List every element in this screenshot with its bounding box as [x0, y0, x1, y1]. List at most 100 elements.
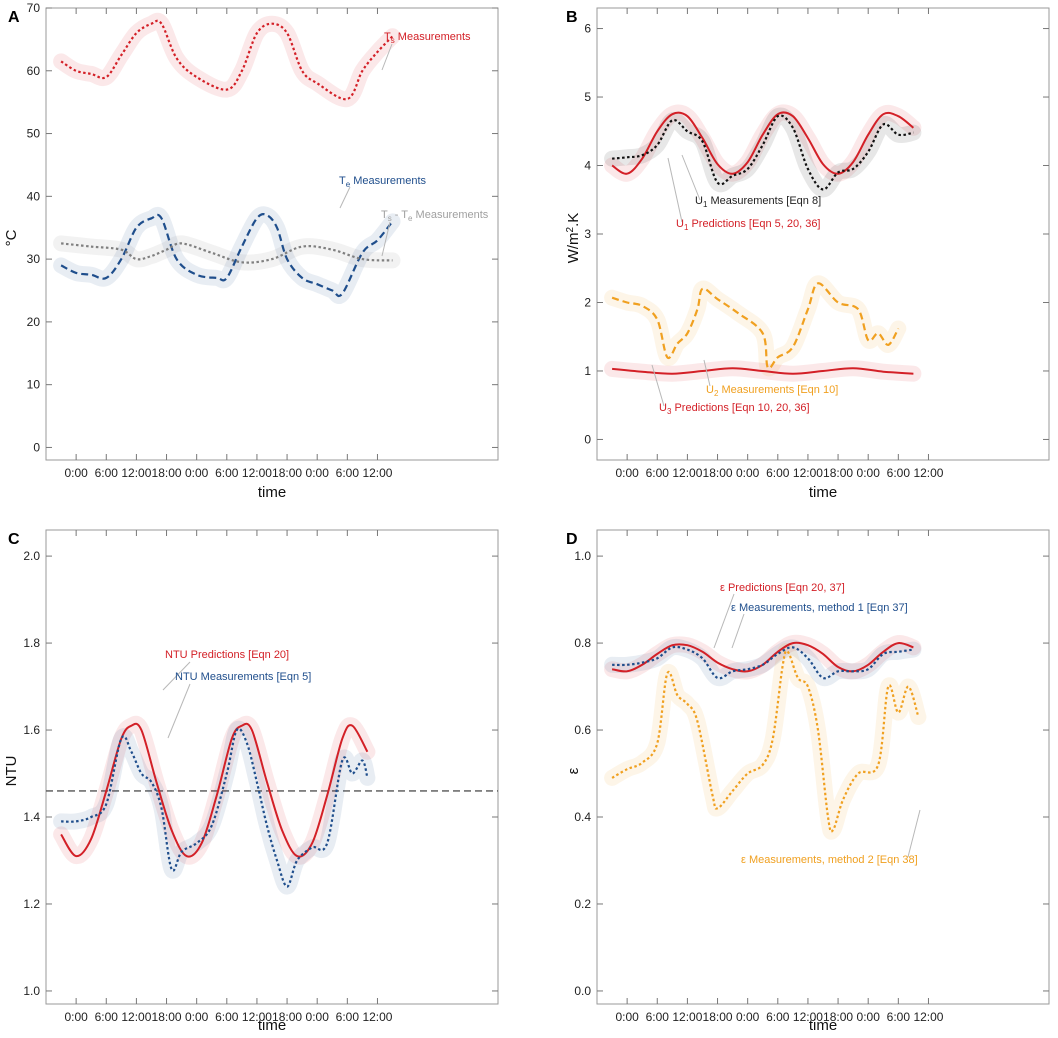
- y-tick-label: 4: [584, 159, 591, 173]
- annotation-text: Measurements [Eqn 10]: [718, 384, 838, 396]
- annotation-leader-line: [667, 157, 683, 223]
- y-tick-label: 1: [584, 364, 591, 378]
- x-tick-label: 0:00: [185, 466, 209, 480]
- annotation-label-a-0: Ts Measurements: [384, 31, 471, 45]
- x-tick-label: 18:00: [152, 1010, 182, 1024]
- y-tick-label: 0.8: [574, 636, 591, 650]
- annotation-text: NTU Measurements [Eqn 5]: [175, 671, 311, 683]
- annotation-text: Measurements: [350, 175, 426, 187]
- x-tick-label: 12:00: [242, 466, 272, 480]
- annotation-leader-line: [713, 593, 735, 649]
- panel-d: D0.00.20.40.60.81.00:00 6:00 12:00 18:00 0:0…: [565, 529, 1050, 1034]
- x-tick-label: 18:00: [272, 1010, 302, 1024]
- x-tick-label: 6:00: [336, 1010, 360, 1024]
- x-tick-label: 12:00: [362, 1010, 392, 1024]
- x-tick-label: 6:00: [766, 466, 790, 480]
- x-tick-label: 0:00: [64, 1010, 88, 1024]
- plot-frame: [596, 7, 1050, 461]
- annotation-leader-line: [703, 359, 711, 387]
- x-tick-label: 6:00: [95, 466, 119, 480]
- y-tick-label: 20: [27, 315, 41, 329]
- annotation-leader-line: [162, 661, 191, 691]
- annotation-text: Measurements: [412, 209, 488, 221]
- annotation-subscript: 1: [684, 223, 689, 232]
- annotation-subscript: 1: [703, 200, 708, 209]
- annotation-subscript: s: [391, 36, 395, 45]
- y-tick-label: 30: [27, 252, 41, 266]
- series-line-1: [612, 645, 914, 680]
- x-tick-label: 0:00: [615, 1010, 639, 1024]
- x-tick-label: 6:00: [215, 466, 239, 480]
- panel-letter: A: [8, 9, 20, 26]
- y-tick-label: 60: [27, 64, 41, 78]
- y-tick-label: 5: [584, 90, 591, 104]
- series-line-0: [611, 111, 915, 175]
- y-tick-label: 0.2: [574, 897, 591, 911]
- annotation-text: T: [384, 31, 391, 43]
- annotation-label-b-2: U2 Measurements [Eqn 10]: [706, 384, 838, 398]
- plot-area: [604, 104, 922, 382]
- series-line-1: [61, 727, 369, 888]
- y-tick-label: 10: [27, 378, 41, 392]
- annotation-label-b-0: U1 Measurements [Eqn 8]: [695, 195, 821, 209]
- annotation-text: U: [706, 384, 714, 396]
- series-line-2: [611, 282, 900, 370]
- series-line-3: [612, 367, 914, 375]
- annotation-label-b-3: U3 Predictions [Eqn 10, 20, 36]: [659, 402, 810, 416]
- panel-letter: B: [566, 9, 578, 26]
- y-tick-label: 70: [27, 1, 41, 15]
- x-tick-label: 6:00: [646, 1010, 670, 1024]
- plot-frame: [596, 529, 1050, 1005]
- y-tick-label: 0.4: [574, 810, 591, 824]
- x-tick-label: 18:00: [152, 466, 182, 480]
- y-tick-label: 6: [584, 22, 591, 36]
- x-tick-label: 0:00: [736, 1010, 760, 1024]
- plot-area: [53, 12, 401, 304]
- x-tick-label: 6:00: [95, 1010, 119, 1024]
- x-tick-label: 12:00: [672, 466, 702, 480]
- series-line-1: [611, 114, 914, 191]
- y-tick-label: 1.6: [23, 723, 40, 737]
- y-axis-title: °C: [3, 229, 20, 246]
- y-tick-label: 0.0: [574, 984, 591, 998]
- x-tick-label: 18:00: [823, 1010, 853, 1024]
- series-line-2: [611, 649, 920, 833]
- y-axis-title: W/m2.K: [565, 213, 582, 264]
- x-tick-label: 0:00: [857, 466, 881, 480]
- annotation-text: U: [659, 402, 667, 414]
- series-line-1: [60, 213, 394, 298]
- annotation-text: Predictions [Eqn 10, 20, 36]: [671, 402, 809, 414]
- y-tick-label: 3: [584, 227, 591, 241]
- annotation-label-d-1: ε Measurements, method 1 [Eqn 37]: [731, 602, 908, 614]
- annotation-text: Measurements: [395, 31, 471, 43]
- annotation-text: U: [695, 195, 703, 207]
- plot-area: [604, 634, 927, 840]
- annotation-text: T: [381, 209, 388, 221]
- annotation-label-a-1: Te Measurements: [339, 175, 426, 189]
- x-axis-title: time: [809, 484, 837, 501]
- x-tick-label: 18:00: [703, 466, 733, 480]
- ylabel-part: .K: [565, 213, 582, 227]
- x-tick-label: 12:00: [121, 466, 151, 480]
- annotation-label-c-1: NTU Measurements [Eqn 5]: [175, 671, 311, 683]
- annotation-label-d-2: ε Measurements, method 2 [Eqn 38]: [741, 854, 918, 866]
- x-tick-label: 12:00: [913, 1010, 943, 1024]
- annotation-subscript: s: [388, 214, 392, 223]
- x-tick-label: 0:00: [64, 466, 88, 480]
- plot-area: [46, 715, 498, 895]
- annotation-leader-line: [167, 683, 191, 739]
- ylabel-part: W/m: [565, 232, 582, 263]
- y-tick-label: 0: [33, 440, 40, 454]
- x-tick-label: 0:00: [185, 1010, 209, 1024]
- x-tick-label: 18:00: [703, 1010, 733, 1024]
- annotation-text: ε Measurements, method 1 [Eqn 37]: [731, 602, 908, 614]
- annotation-leader-line: [339, 186, 351, 209]
- y-axis-title: NTU: [3, 756, 20, 787]
- y-tick-label: 1.8: [23, 636, 40, 650]
- annotation-text: ε Predictions [Eqn 20, 37]: [720, 582, 845, 594]
- x-tick-label: 0:00: [736, 466, 760, 480]
- series-line-0: [60, 19, 394, 101]
- y-tick-label: 1.0: [23, 984, 40, 998]
- annotation-leader-line: [681, 154, 701, 201]
